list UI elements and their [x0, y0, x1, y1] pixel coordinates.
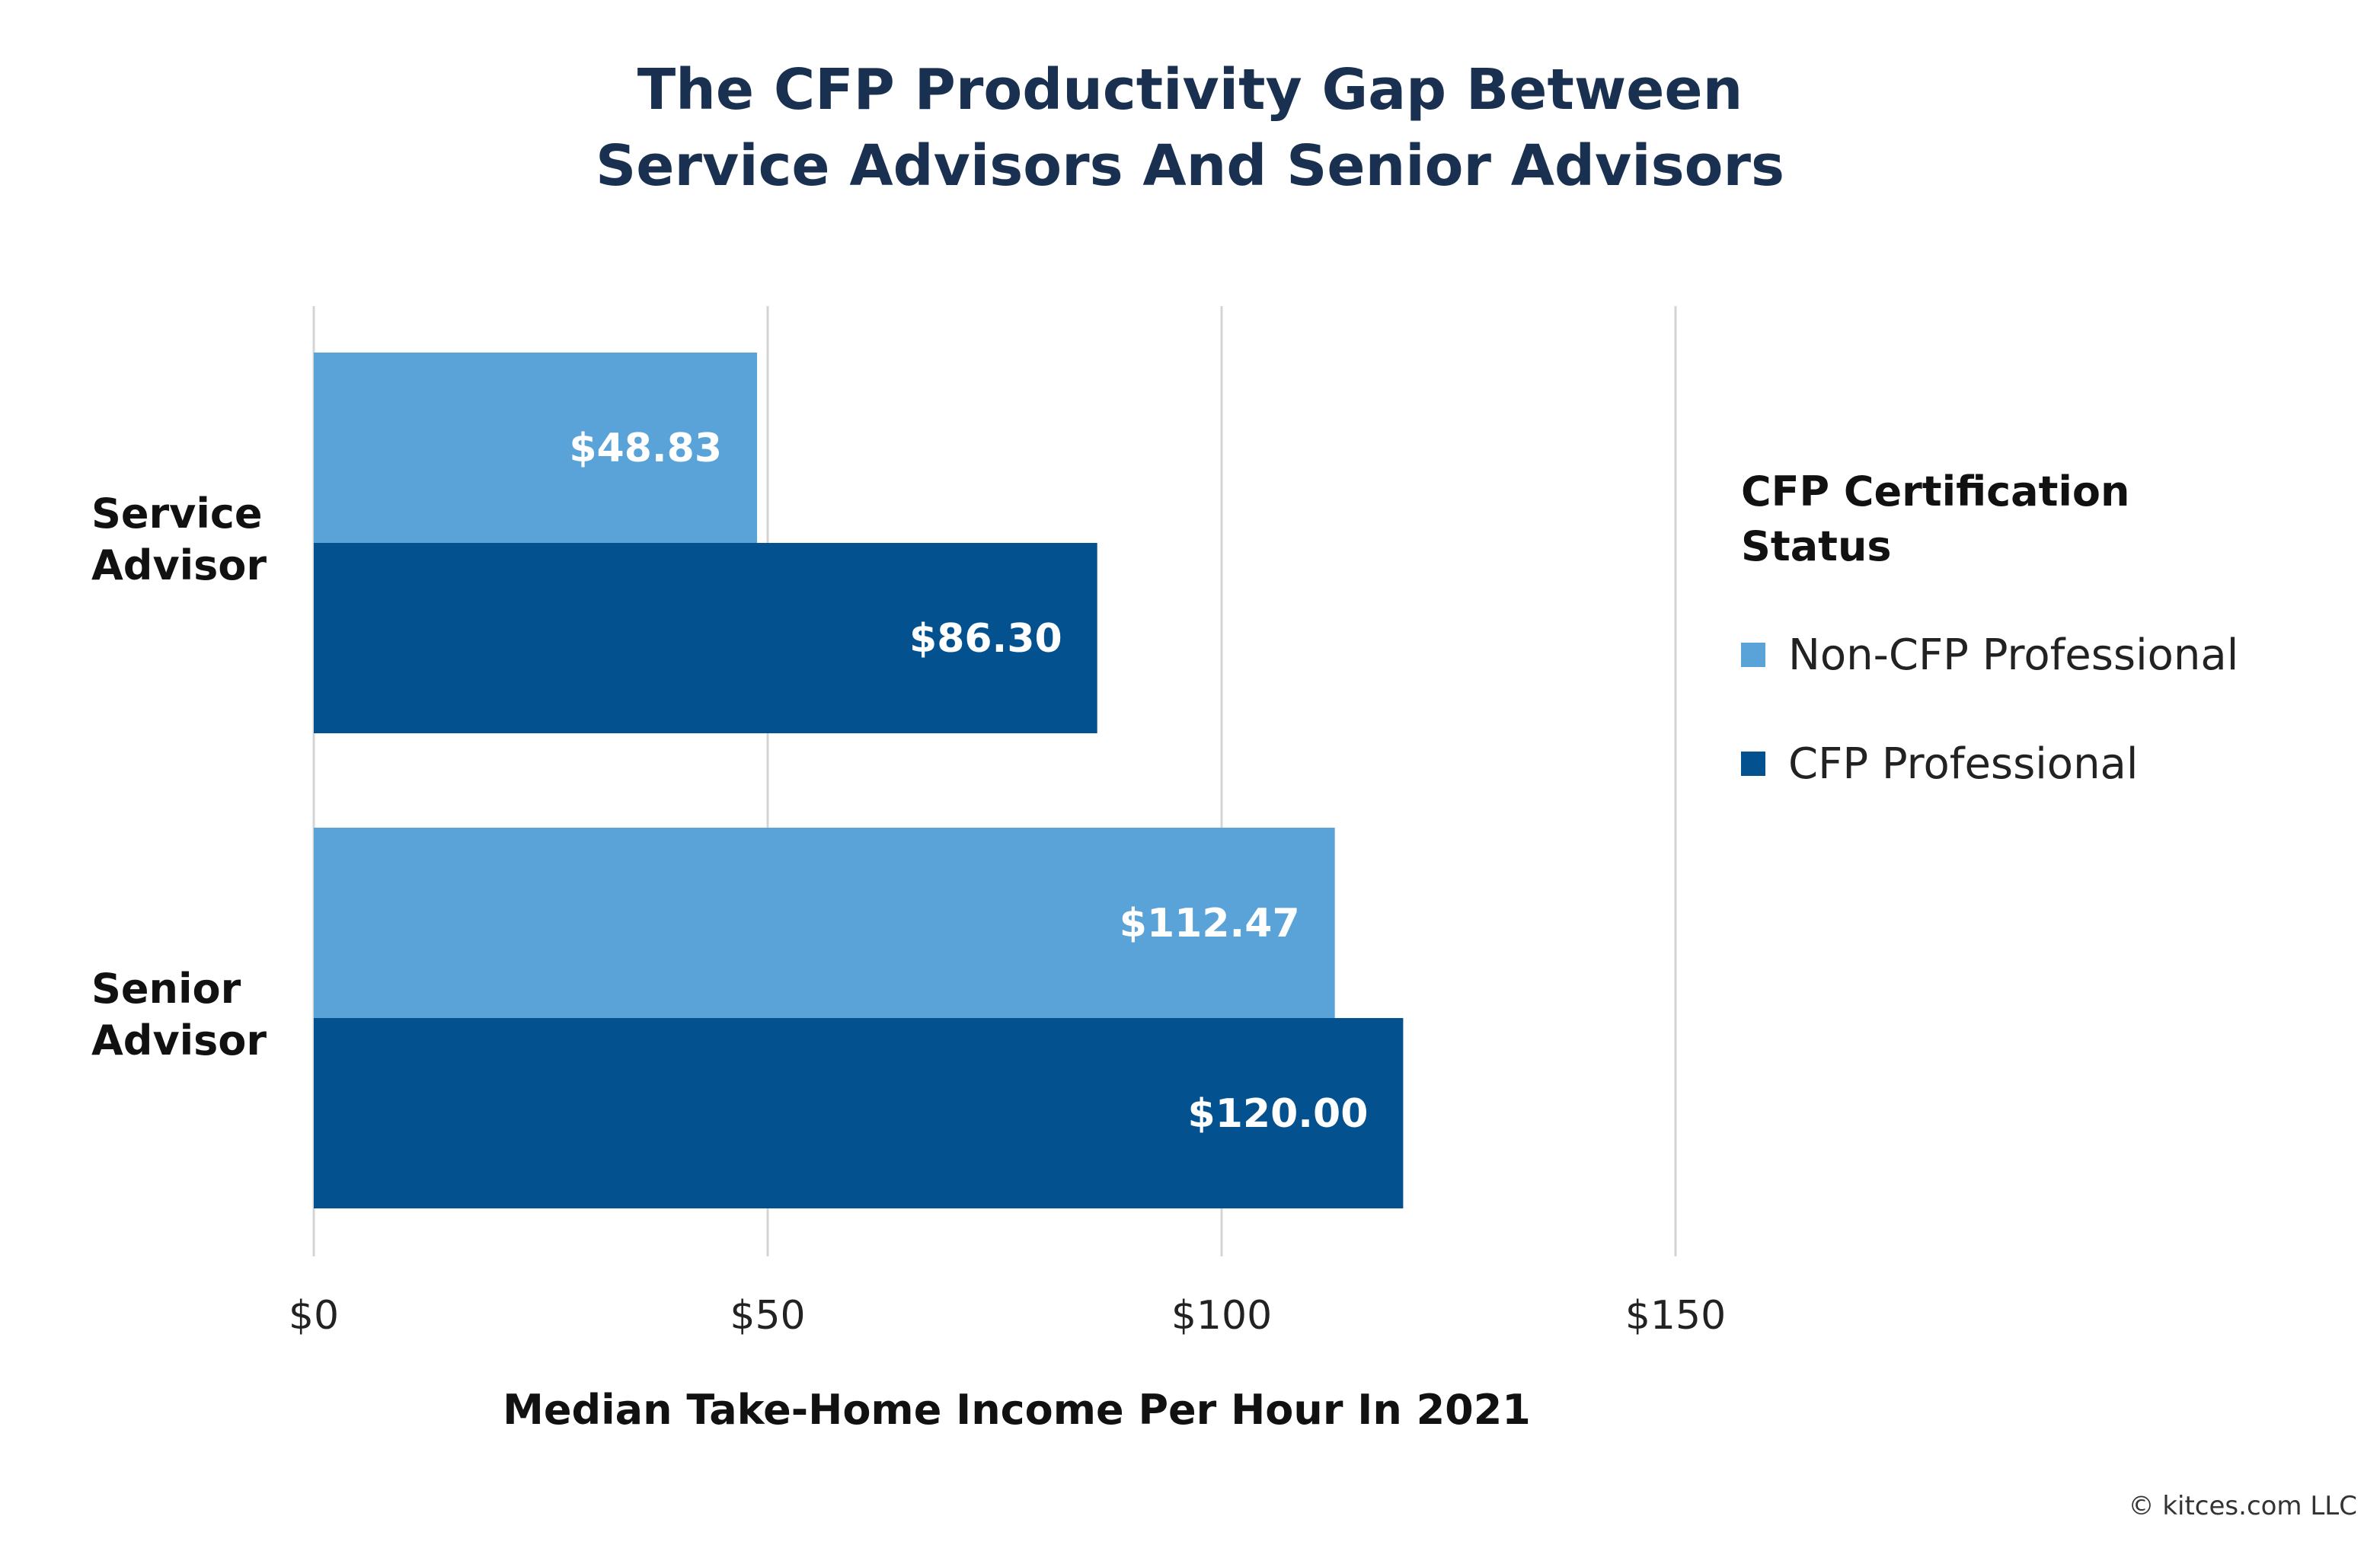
x-tick-label-0: $0	[289, 1293, 339, 1339]
copyright-notice: © kitces.com LLC	[2128, 1491, 2357, 1521]
bar-cfp-0	[314, 543, 1097, 733]
legend-label-non-cfp: Non-CFP Professional	[1788, 630, 2239, 680]
legend-swatch-non-cfp	[1741, 643, 1765, 667]
x-tick-label-1: $50	[730, 1293, 805, 1339]
legend-swatch-cfp	[1741, 752, 1765, 776]
x-axis-label: Median Take-Home Income Per Hour In 2021	[503, 1386, 1531, 1434]
category-label-1-1: Advisor	[91, 1017, 267, 1064]
bar-cfp-1	[314, 1018, 1404, 1208]
legend-title-line-2: Status	[1741, 522, 1892, 570]
data-label-cfp-0: $86.30	[909, 616, 1062, 662]
chart-title: The CFP Productivity Gap Between Service…	[0, 52, 2380, 204]
bar-non-cfp-1	[314, 828, 1335, 1018]
legend-title-line-1: CFP Certification	[1741, 468, 2130, 515]
category-label-0-0: Service	[91, 490, 263, 538]
category-label-0-1: Advisor	[91, 541, 267, 589]
chart-title-line-1: The CFP Productivity Gap Between	[637, 57, 1743, 123]
x-tick-label-3: $150	[1625, 1293, 1726, 1339]
data-label-cfp-1: $120.00	[1188, 1091, 1369, 1137]
data-label-non-cfp-0: $48.83	[569, 426, 722, 471]
legend-item-non-cfp: Non-CFP Professional	[1741, 630, 2239, 680]
legend-title: CFP Certification Status	[1741, 464, 2129, 574]
category-label-1-0: Senior	[91, 965, 241, 1013]
data-label-non-cfp-1: $112.47	[1120, 901, 1300, 946]
x-tick-label-2: $100	[1171, 1293, 1272, 1339]
bar-non-cfp-0	[314, 353, 758, 543]
chart-title-line-2: Service Advisors And Senior Advisors	[595, 133, 1784, 199]
legend-item-cfp: CFP Professional	[1741, 739, 2139, 789]
legend-label-cfp: CFP Professional	[1788, 739, 2139, 789]
